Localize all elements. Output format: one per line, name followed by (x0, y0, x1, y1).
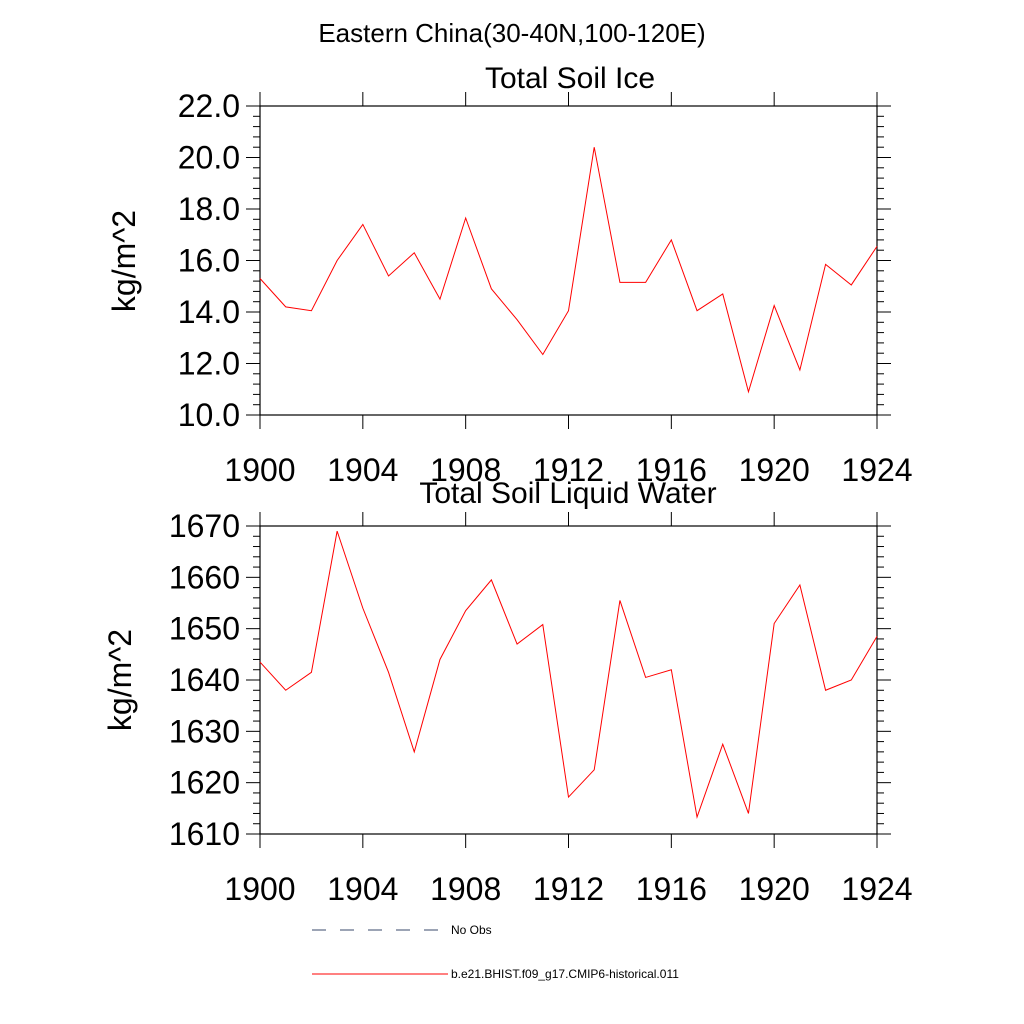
y-tick-label: 10.0 (178, 397, 240, 433)
x-tick-label: 1912 (533, 452, 604, 488)
y-tick-labels: 10.0 12.0 14.0 16.0 18.0 20.0 22.0 (178, 88, 240, 433)
y-tick-label: 12.0 (178, 346, 240, 382)
legend-label-model: b.e21.BHIST.f09_g17.CMIP6-historical.011 (451, 967, 679, 981)
y-tick-labels: 1610 1620 1630 1640 1650 1660 1670 (169, 508, 240, 852)
x-tick-label: 1924 (841, 871, 912, 907)
panel-title: Total Soil Ice (485, 62, 655, 95)
panel-total-soil-liquid-water: Total Soil Liquid Water kg/m^2 161016201… (102, 477, 913, 907)
y-axis-label: kg/m^2 (102, 629, 138, 731)
plot-frame (259, 105, 878, 416)
x-tick-labels: 1900 1904 1908 1912 1916 1920 1924 (224, 452, 912, 488)
y-tick-label: 16.0 (178, 243, 240, 279)
x-tick-labels: 1900 1904 1908 1912 1916 1920 1924 (224, 871, 912, 907)
series-line (259, 530, 878, 820)
x-tick-label: 1900 (224, 871, 295, 907)
y-axis-label: kg/m^2 (106, 210, 142, 312)
y-tick-label: 1670 (169, 508, 240, 544)
x-tick-label: 1916 (636, 871, 707, 907)
ticks (246, 512, 891, 848)
y-tick-label: 20.0 (178, 140, 240, 176)
panel-title: Total Soil Liquid Water (419, 477, 716, 510)
ticks (246, 92, 891, 429)
y-tick-label: 1650 (169, 611, 240, 647)
y-tick-label: 1630 (169, 713, 240, 749)
y-tick-label: 1610 (169, 816, 240, 852)
figure-title: Eastern China(30-40N,100-120E) (318, 18, 705, 48)
x-tick-label: 1904 (327, 452, 398, 488)
y-tick-label: 18.0 (178, 191, 240, 227)
x-tick-label: 1908 (430, 452, 501, 488)
x-tick-label: 1904 (327, 871, 398, 907)
y-tick-label: 1640 (169, 662, 240, 698)
plot-frame (259, 525, 878, 835)
x-tick-label: 1924 (841, 452, 912, 488)
y-tick-label: 22.0 (178, 88, 240, 124)
x-tick-label: 1908 (430, 871, 501, 907)
x-tick-label: 1900 (224, 452, 295, 488)
x-tick-label: 1916 (636, 452, 707, 488)
x-tick-label: 1920 (739, 452, 810, 488)
y-tick-label: 1660 (169, 559, 240, 595)
x-tick-label: 1912 (533, 871, 604, 907)
y-tick-label: 1620 (169, 765, 240, 801)
legend-label-no-obs: No Obs (451, 923, 492, 937)
series-line (259, 147, 878, 394)
x-tick-label: 1920 (739, 871, 810, 907)
panel-total-soil-ice: Total Soil Ice kg/m^2 10.0 12.0 14.0 16.0 18… (106, 62, 913, 488)
y-tick-label: 14.0 (178, 294, 240, 330)
legend: No Obs b.e21.BHIST.f09_g17.CMIP6-histori… (312, 923, 679, 981)
